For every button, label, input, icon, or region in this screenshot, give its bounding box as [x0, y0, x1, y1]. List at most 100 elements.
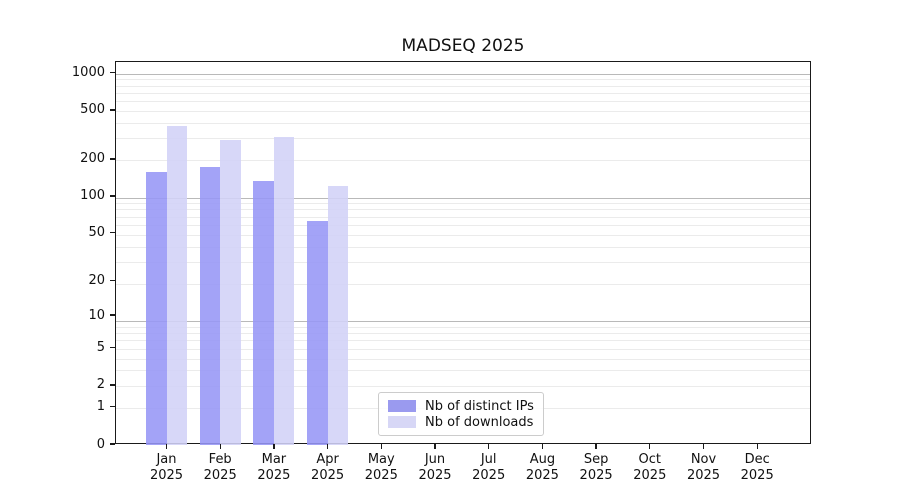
plot-area [115, 61, 811, 445]
bar-downloads [166, 125, 187, 445]
y-axis-tick-mark [110, 279, 115, 282]
x-axis-tick-label: Jan 2025 [137, 452, 197, 484]
gridline-minor [116, 340, 810, 342]
x-tick-year: 2025 [257, 468, 291, 483]
x-tick-year: 2025 [740, 468, 774, 483]
legend: Nb of distinct IPs Nb of downloads [378, 392, 544, 436]
x-axis-tick-label: Apr 2025 [298, 452, 358, 484]
gridline-minor [116, 203, 810, 205]
bar-downloads [273, 136, 295, 445]
y-axis-tick-label: 10 [88, 307, 105, 323]
legend-item-distinct-ips: Nb of distinct IPs [388, 398, 535, 414]
x-tick-month: Aug [529, 452, 556, 467]
x-tick-year: 2025 [686, 468, 721, 483]
gridline-minor [116, 333, 810, 335]
gridline-minor [116, 209, 810, 211]
gridline-minor [116, 111, 810, 112]
y-axis-tick-mark [110, 384, 115, 386]
gridline-minor [116, 101, 810, 103]
x-axis-tick-label: Jun 2025 [405, 452, 465, 484]
x-tick-year: 2025 [633, 468, 667, 483]
x-axis-tick-mark [380, 444, 382, 449]
y-axis-tick-label: 0 [96, 436, 105, 452]
gridline-minor [116, 138, 810, 140]
gridline-minor [116, 370, 810, 372]
x-axis-tick-mark [756, 444, 758, 449]
y-axis-tick-label: 50 [88, 225, 105, 241]
x-tick-month: Jan [156, 452, 177, 467]
legend-swatch-downloads [388, 416, 416, 428]
x-tick-year: 2025 [149, 468, 184, 483]
x-tick-year: 2025 [579, 468, 613, 483]
bar-downloads [220, 140, 241, 445]
y-axis-tick-mark [110, 109, 115, 111]
x-tick-month: Sep [583, 452, 609, 467]
y-axis-tick-label: 100 [80, 188, 105, 204]
x-axis-tick-mark [488, 444, 490, 449]
x-axis-tick-label: Feb 2025 [190, 452, 250, 484]
y-axis-tick-mark [110, 72, 115, 74]
bar-distinct-ips [307, 221, 328, 445]
y-axis-tick-label: 1000 [71, 65, 105, 81]
legend-item-downloads: Nb of downloads [388, 414, 535, 430]
y-axis-tick-label: 20 [88, 272, 105, 288]
x-tick-year: 2025 [472, 468, 506, 483]
x-tick-month: Apr [316, 452, 339, 467]
gridline-minor [116, 224, 810, 226]
gridline-minor [116, 92, 810, 94]
gridline-minor [116, 385, 810, 387]
gridline-minor [116, 326, 810, 328]
x-tick-month: Mar [261, 452, 287, 467]
gridline-minor [116, 262, 810, 264]
y-axis-tick-mark [110, 347, 115, 349]
x-axis-tick-mark [326, 444, 329, 449]
x-axis-tick-label: Mar 2025 [244, 452, 304, 484]
y-axis-tick-mark [110, 406, 115, 408]
x-tick-month: Jun [424, 452, 446, 467]
gridline-minor [116, 160, 810, 162]
x-tick-year: 2025 [525, 468, 559, 483]
x-tick-month: Dec [744, 452, 770, 467]
x-tick-month: Oct [638, 452, 662, 467]
gridline-minor [116, 234, 810, 236]
gridline-minor [116, 283, 810, 285]
y-axis-tick-label: 5 [96, 340, 105, 356]
x-tick-year: 2025 [311, 468, 345, 483]
x-tick-month: Jul [480, 452, 497, 467]
y-axis-tick-label: 2 [96, 377, 105, 393]
y-axis-tick-mark [110, 314, 115, 316]
x-tick-year: 2025 [203, 468, 237, 483]
x-axis-tick-label: Nov 2025 [674, 452, 734, 484]
gridline-minor [116, 348, 810, 350]
gridline-minor [116, 246, 810, 248]
gridline-major [116, 73, 810, 75]
legend-label-downloads: Nb of downloads [425, 414, 534, 430]
y-axis-tick-label: 200 [80, 151, 105, 167]
x-tick-year: 2025 [418, 468, 452, 483]
x-axis-tick-mark [434, 444, 436, 449]
gridline-minor [116, 358, 810, 360]
x-axis-tick-label: Aug 2025 [512, 452, 572, 484]
x-axis-tick-mark [273, 444, 275, 449]
x-axis-tick-label: Oct 2025 [620, 452, 680, 484]
y-axis-tick-mark [110, 158, 115, 160]
x-tick-year: 2025 [364, 468, 398, 483]
x-axis-tick-label: May 2025 [351, 452, 411, 484]
gridline-major [116, 321, 810, 323]
x-tick-month: Feb [208, 452, 232, 467]
legend-swatch-distinct-ips [388, 400, 416, 412]
x-axis-tick-mark [649, 444, 651, 449]
bar-distinct-ips [199, 167, 221, 445]
x-axis-tick-mark [702, 444, 705, 449]
bar-distinct-ips [253, 181, 274, 445]
gridline-minor [116, 85, 810, 87]
chart-title: MADSEQ 2025 [401, 36, 525, 56]
x-axis-tick-mark [165, 444, 168, 449]
x-axis-tick-label: Dec 2025 [727, 452, 787, 484]
x-axis-tick-label: Jul 2025 [459, 452, 519, 484]
bar-downloads [327, 185, 349, 445]
x-tick-month: May [367, 452, 395, 467]
x-axis-tick-label: Sep 2025 [566, 452, 626, 484]
y-axis-tick-label: 500 [80, 102, 105, 118]
